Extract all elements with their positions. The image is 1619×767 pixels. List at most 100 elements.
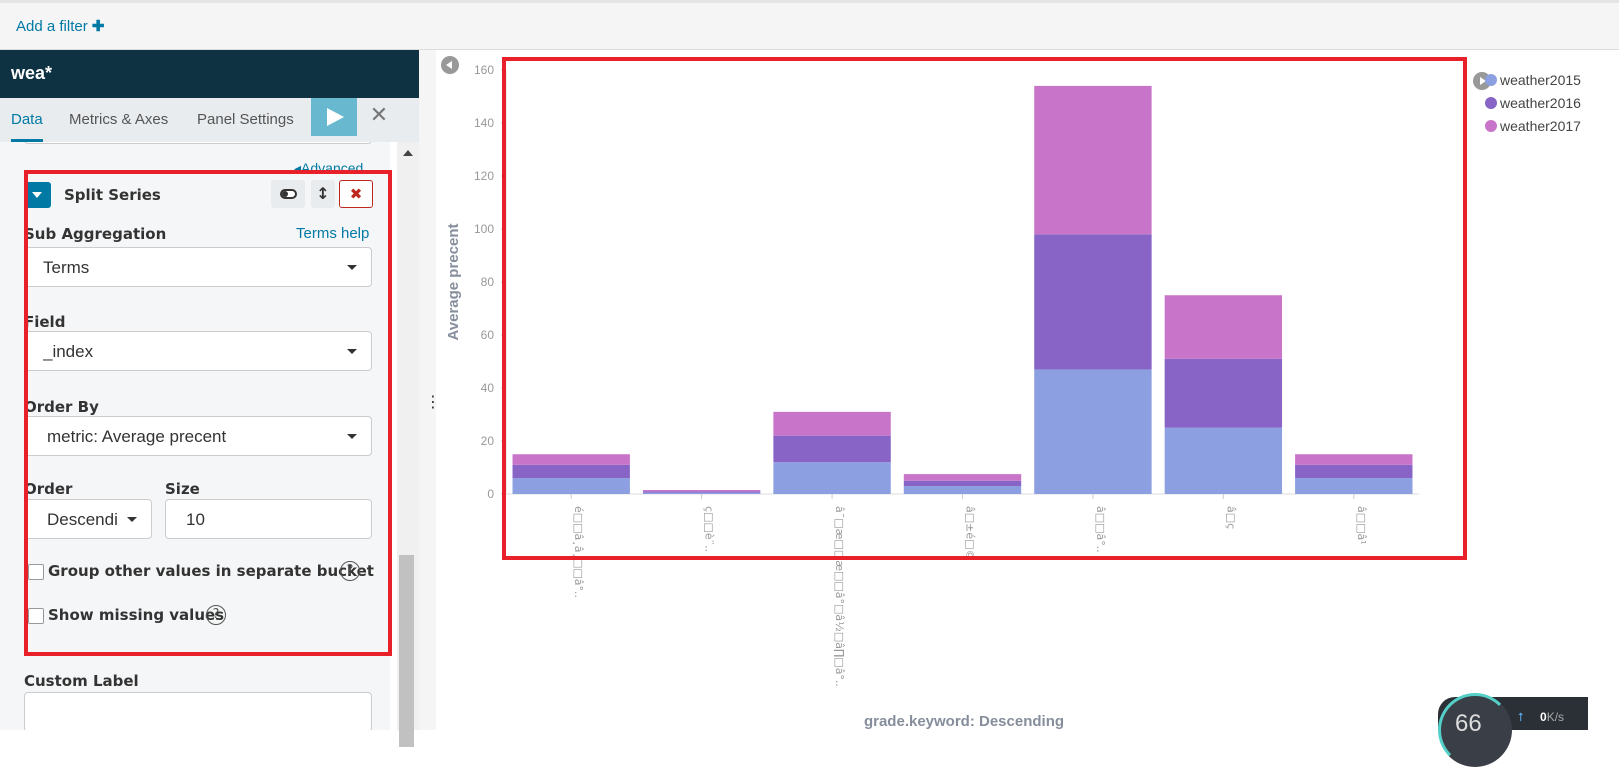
bar-segment-weather2017[interactable]: [512, 454, 630, 465]
bar-segment-weather2017[interactable]: [1034, 85, 1152, 235]
scroll-up-arrow-icon[interactable]: [403, 150, 413, 156]
close-icon: ✕: [369, 103, 389, 128]
bar-segment-weather2015[interactable]: [1295, 478, 1413, 494]
sidebar-resize-handle[interactable]: ⋮: [419, 50, 441, 730]
legend-label: weather2015: [1500, 72, 1581, 88]
chevron-down-icon: [127, 517, 137, 522]
network-speed-readout: 0K/s: [1540, 710, 1564, 724]
bar-segment-weather2015[interactable]: [642, 492, 761, 494]
bar-segment-weather2016[interactable]: [512, 464, 630, 479]
group-other-checkbox[interactable]: [28, 564, 44, 580]
size-value: 10: [186, 510, 205, 529]
order-by-select[interactable]: metric: Average precent: [24, 416, 372, 456]
y-tick-label: 140: [474, 116, 494, 130]
previous-agg-box: [24, 142, 372, 144]
bar-segment-weather2016[interactable]: [1295, 464, 1413, 479]
bar-segment-weather2015[interactable]: [903, 486, 1022, 494]
y-tick-label: 80: [481, 275, 495, 289]
terms-help-link[interactable]: Terms help: [296, 225, 370, 242]
apply-changes-button[interactable]: [311, 98, 357, 136]
speed-value: 0: [1540, 710, 1547, 724]
visualization-area: [436, 50, 1619, 730]
tab-metrics-axes[interactable]: Metrics & Axes: [69, 111, 169, 128]
vertical-arrows-icon: ↕: [316, 184, 330, 203]
collapse-sidebar-button[interactable]: [441, 56, 459, 74]
size-label: Size: [165, 480, 200, 498]
remove-agg-button[interactable]: ✖: [339, 180, 373, 208]
legend-dot: [1485, 74, 1497, 86]
toggle-icon: [280, 189, 297, 199]
move-agg-handle[interactable]: ↕: [311, 180, 335, 208]
custom-label-title: Custom Label: [24, 672, 139, 690]
close-icon: ✖: [349, 185, 363, 203]
bar-segment-weather2016[interactable]: [1034, 234, 1152, 370]
discard-changes-button[interactable]: ✕: [367, 104, 391, 128]
field-select[interactable]: _index: [24, 331, 372, 371]
help-icon[interactable]: ?: [340, 561, 360, 581]
help-icon[interactable]: ?: [206, 605, 226, 625]
collapse-agg-button[interactable]: [24, 182, 51, 208]
bar-segment-weather2017[interactable]: [773, 411, 891, 436]
x-tick-label: â□□â¹: [1355, 506, 1368, 545]
show-missing-checkbox[interactable]: [28, 608, 44, 624]
y-tick-label: 20: [481, 434, 495, 448]
x-tick-label: ç□□è¨..: [703, 506, 716, 552]
sidebar-scrollbar[interactable]: [397, 142, 419, 747]
bar-segment-weather2015[interactable]: [773, 462, 891, 494]
index-pattern-header: wea*: [0, 50, 419, 98]
editor-sidebar: wea* Data Metrics & Axes Panel Settings …: [0, 50, 419, 747]
caret-left-icon: ◂: [294, 160, 302, 176]
field-label: Field: [24, 313, 66, 331]
y-axis: 0 20 40 60 80 100 120 140 160: [474, 63, 507, 501]
show-missing-label: Show missing values: [48, 606, 225, 624]
legend-label: weather2017: [1500, 118, 1581, 134]
bar-segment-weather2017[interactable]: [1295, 454, 1413, 465]
sidebar-tabs: Data Metrics & Axes Panel Settings ✕: [0, 98, 419, 142]
legend-dot: [1485, 97, 1497, 109]
y-tick-label: 100: [474, 222, 494, 236]
y-tick-label: 120: [474, 169, 494, 183]
bars: [512, 85, 1413, 494]
tab-panel-settings[interactable]: Panel Settings: [197, 111, 294, 128]
bar-segment-weather2016[interactable]: [773, 435, 891, 463]
chevron-left-icon: [446, 61, 452, 69]
legend-item-weather2016[interactable]: weather2016: [1485, 95, 1581, 111]
scrollbar-thumb[interactable]: [399, 555, 414, 747]
chevron-down-icon: [32, 192, 42, 198]
chevron-right-icon: [1480, 77, 1486, 85]
bar-segment-weather2017[interactable]: [903, 474, 1022, 481]
x-tick-label: â□ç: [1224, 506, 1237, 529]
y-tick-label: 160: [474, 63, 494, 77]
order-select[interactable]: Descending: [24, 499, 152, 539]
bar-segment-weather2017[interactable]: [1164, 295, 1283, 359]
chevron-down-icon: [347, 434, 357, 439]
y-tick-label: 60: [481, 328, 495, 342]
split-series-title: Split Series: [64, 186, 161, 204]
x-axis-label: grade.keyword: Descending: [864, 713, 1064, 730]
upload-arrow-icon: ⭡: [1518, 710, 1524, 724]
legend-item-weather2017[interactable]: weather2017: [1485, 118, 1581, 134]
bar-segment-weather2016[interactable]: [642, 491, 761, 493]
custom-label-input[interactable]: [24, 692, 372, 730]
filter-bar: Add a filter ✚: [0, 0, 1619, 50]
add-filter-link[interactable]: Add a filter ✚: [16, 17, 104, 35]
x-tick-label: â□□â°..: [1094, 506, 1107, 553]
toggle-agg-button[interactable]: [271, 180, 305, 208]
size-input[interactable]: 10: [165, 499, 372, 539]
bar-segment-weather2015[interactable]: [1164, 427, 1283, 494]
group-other-label: Group other values in separate bucket: [48, 562, 374, 580]
sub-aggregation-select[interactable]: Terms: [24, 247, 372, 287]
field-value: _index: [43, 342, 94, 361]
speed-unit: K/s: [1546, 710, 1565, 724]
bar-segment-weather2016[interactable]: [1164, 358, 1283, 428]
chevron-down-icon: [347, 265, 357, 270]
bar-segment-weather2015[interactable]: [512, 478, 630, 494]
order-by-label: Order By: [24, 398, 99, 416]
bar-segment-weather2017[interactable]: [642, 490, 761, 492]
play-icon: [327, 108, 344, 126]
bar-segment-weather2015[interactable]: [1034, 369, 1152, 494]
tab-data[interactable]: Data: [11, 98, 43, 142]
sub-aggregation-label: Sub Aggregation: [24, 225, 167, 243]
legend-item-weather2015[interactable]: weather2015: [1485, 72, 1581, 88]
bar-segment-weather2016[interactable]: [903, 480, 1022, 487]
